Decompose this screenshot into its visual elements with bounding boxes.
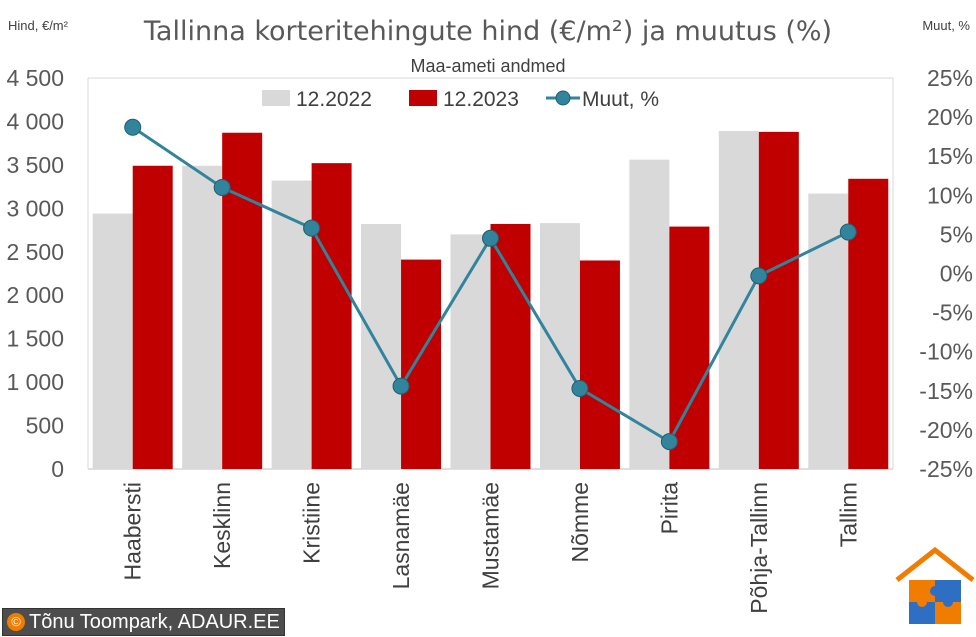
change-point [392,377,410,395]
bar-2023 [579,260,620,469]
category-label: Tallinn [835,482,861,547]
axes: 0 500 1 000 1 500 2 000 2 500 3 000 3 500 4 000 4… [6,65,973,482]
y-tick-label-left: 2 000 [6,282,64,308]
change-point [303,219,321,237]
legend-marker-change [555,90,571,106]
y-tick-label-right: -15% [919,378,973,404]
change-line [124,118,857,451]
y-tick-label-right: 5% [940,221,973,247]
bar-2023 [848,178,889,469]
change-point [571,379,589,397]
category-label: Lasnamäe [388,482,414,589]
category-label: Nõmme [567,482,593,563]
y-tick-label-left: 1 500 [6,326,64,352]
change-point [660,433,678,451]
bar-2023 [132,165,173,469]
y-tick-label-left: 3 000 [6,195,64,221]
logo-piece-3 [909,602,935,624]
y-tick-label-right: -25% [919,456,973,482]
y-tick-label-right: 15% [927,143,973,169]
y-tick-label-right: -20% [919,417,973,443]
y-tick-label-left: 4 000 [6,108,64,134]
house-puzzle-logo [895,546,975,624]
y-tick-label-left: 1 000 [6,369,64,395]
bar-2023 [758,131,799,470]
y-tick-label-right: 20% [927,104,973,130]
logo-piece-1 [909,580,935,602]
bar-2022 [808,193,849,469]
legend-label-2022: 12.2022 [296,88,372,111]
legend-label-change: Muut, % [582,88,659,111]
category-label: Kesklinn [209,482,235,569]
category-label: Haabersti [120,482,146,580]
y-tick-label-left: 0 [51,456,64,482]
y-tick-label-right: 25% [927,65,973,91]
change-point [124,118,142,136]
bar-2022 [539,223,580,469]
bar-2022 [182,165,223,469]
y-tick-label-right: -5% [932,300,973,326]
bar-2023 [490,223,531,469]
y-tick-label-right: 10% [927,182,973,208]
bar-2023 [401,259,442,469]
logo-piece-2 [935,580,961,602]
y-tick-label-right: 0% [940,261,973,287]
bar-2022 [361,223,402,469]
y-tick-label-left: 2 500 [6,239,64,265]
y-tick-label-left: 500 [26,413,64,439]
category-label: Pirita [656,482,682,535]
y-tick-label-right: -10% [919,339,973,365]
chart-title: Tallinna korteritehingute hind (€/m²) ja… [143,16,832,47]
credit-box: © Tõnu Toompark, ADAUR.EE [2,608,285,636]
legend-swatch-2022 [262,90,290,106]
bar-2022 [718,131,759,469]
category-label: Põhja-Tallinn [746,482,772,614]
legend: 12.2022 12.2023 Muut, % [262,88,659,111]
chart-subtitle: Maa-ameti andmed [410,56,565,76]
legend-swatch-2023 [409,90,437,106]
category-label: Mustamäe [478,482,504,589]
category-labels: Haabersti Kesklinn Kristiine Lasnamäe Mustam… [120,482,862,614]
change-point [839,223,857,241]
copyright-icon: © [7,613,25,631]
bar-2022 [92,213,133,469]
logo-knob-2 [917,597,927,607]
change-point [482,229,499,247]
legend-label-2023: 12.2023 [443,88,519,111]
change-point [750,267,768,285]
bar-2023 [311,163,352,469]
y-axis-right-title: Muut, % [922,18,970,33]
logo-piece-4 [935,602,961,624]
credit-text: Tõnu Toompark, ADAUR.EE [29,611,280,633]
change-point [213,178,231,196]
logo-roof [895,546,975,582]
category-label: Kristiine [299,482,325,564]
y-tick-label-left: 4 500 [6,65,64,91]
logo-knob-1 [930,586,940,596]
logo-knob-3 [943,597,953,607]
y-tick-label-left: 3 500 [6,152,64,178]
y-axis-left-title: Hind, €/m² [8,18,69,33]
bar-2022 [629,159,670,470]
